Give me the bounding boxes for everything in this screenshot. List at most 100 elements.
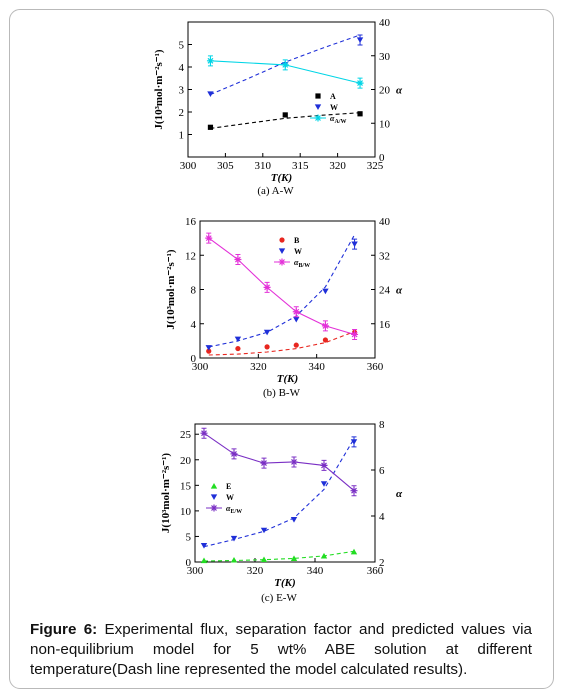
caption-text: Experimental flux, separation factor and… (30, 621, 532, 678)
model-line-w (210, 34, 361, 96)
data-point (322, 288, 329, 295)
legend-label: E (226, 482, 231, 491)
data-point (200, 429, 208, 437)
x-axis-label: T(K) (274, 577, 295, 589)
data-point (351, 241, 358, 248)
panel-subtitle: (b) B-W (263, 387, 301, 399)
y2-tick-label: 20 (379, 85, 391, 97)
legend-marker (278, 248, 286, 254)
data-point (206, 348, 212, 354)
y-axis-label: J(10³mol·m⁻²s⁻¹) (160, 453, 172, 534)
legend-marker (314, 114, 322, 122)
data-point (234, 256, 242, 264)
y-tick-label: 12 (185, 250, 196, 262)
y2-tick-label: 40 (379, 216, 391, 228)
data-point (350, 439, 358, 445)
data-point (205, 234, 213, 242)
legend-marker (210, 483, 218, 489)
data-point (320, 461, 328, 469)
data-point (356, 79, 364, 87)
series-3 (200, 427, 358, 497)
data-point (260, 459, 268, 467)
legend-label: W (294, 247, 302, 256)
x-axis-label: T(K) (271, 172, 292, 184)
data-point (290, 555, 298, 562)
x-tick-label: 320 (329, 160, 346, 172)
data-point (263, 329, 271, 336)
panel-subtitle: (a) A-W (257, 185, 294, 197)
y-tick-label: 3 (179, 85, 185, 97)
y2-tick-label: 8 (379, 419, 385, 431)
y-tick-label: 1 (179, 130, 185, 142)
series-1 (200, 548, 358, 564)
y-tick-label: 10 (180, 506, 192, 518)
data-point (205, 345, 212, 351)
chart-panel-3: 300 320 340 360 0 5 10 15 20 25 2 4 6 8 T(K) J(10³mol·m… (160, 419, 403, 604)
data-point (260, 527, 268, 534)
y-tick-label: 5 (179, 40, 185, 52)
x-tick-label: 340 (308, 361, 325, 373)
legend-label: B (294, 236, 300, 245)
x-tick-label: 310 (255, 160, 272, 172)
series-2 (205, 238, 358, 351)
y-tick-label: 8 (191, 285, 197, 297)
y2-tick-label: 2 (379, 557, 385, 569)
x-tick-label: 315 (292, 160, 309, 172)
chart-panel-2: 300 320 340 360 0 4 8 12 16 16 24 32 40 T(K) J(10³mol·… (165, 216, 403, 399)
y-tick-label: 0 (191, 353, 197, 365)
data-point (293, 316, 300, 323)
y-axis-label: J(10³mol·m⁻²s⁻¹) (165, 249, 177, 330)
data-point (200, 557, 208, 564)
data-point (321, 322, 329, 330)
y-tick-label: 25 (180, 429, 192, 441)
model-line-w (203, 438, 355, 548)
y2-axis-label: α (396, 85, 403, 97)
caption-label: Figure 6: (30, 621, 98, 638)
data-point (200, 543, 208, 549)
x-axis-label: T(K) (277, 373, 298, 385)
y-tick-label: 20 (180, 455, 192, 467)
series-line (203, 432, 355, 492)
y-tick-label: 0 (186, 557, 192, 569)
legend-marker (314, 104, 322, 110)
data-point (234, 336, 242, 343)
plot-frame (187, 21, 376, 158)
y-tick-label: 5 (186, 531, 192, 543)
panel-subtitle: (c) E-W (261, 592, 297, 604)
series-3 (206, 55, 364, 89)
legend-label: A (330, 92, 336, 101)
y2-tick-label: 6 (379, 465, 385, 477)
data-point (290, 458, 298, 466)
y2-tick-label: 30 (379, 51, 391, 63)
legend-label: αB/W (294, 258, 310, 269)
series-3 (205, 232, 359, 340)
data-point (230, 535, 238, 542)
y2-tick-label: 32 (379, 250, 390, 262)
data-point (350, 487, 358, 495)
y2-tick-label: 10 (379, 118, 391, 130)
y2-tick-label: 0 (379, 152, 385, 164)
data-point (260, 556, 268, 563)
x-tick-label: 340 (307, 565, 324, 577)
y2-tick-label: 24 (379, 285, 391, 297)
chart-panel-1: 300 305 310 315 320 325 1 2 3 4 5 0 10 20 30 40 T(K) J(10… (153, 17, 403, 197)
legend-label: W (226, 493, 234, 502)
y2-axis-label: α (396, 285, 403, 297)
x-tick-label: 300 (180, 160, 197, 172)
series-2 (200, 436, 358, 549)
y-tick-label: 2 (179, 107, 185, 119)
data-point (357, 111, 363, 117)
data-point (263, 283, 271, 291)
y-tick-label: 16 (185, 216, 197, 228)
data-point (235, 345, 241, 352)
legend-label: αE/W (226, 504, 242, 515)
y2-tick-label: 40 (379, 17, 391, 29)
data-point (206, 57, 214, 65)
x-tick-label: 300 (192, 361, 209, 373)
legend-label: W (330, 103, 338, 112)
series-line (208, 237, 355, 336)
legend-marker (210, 494, 218, 500)
